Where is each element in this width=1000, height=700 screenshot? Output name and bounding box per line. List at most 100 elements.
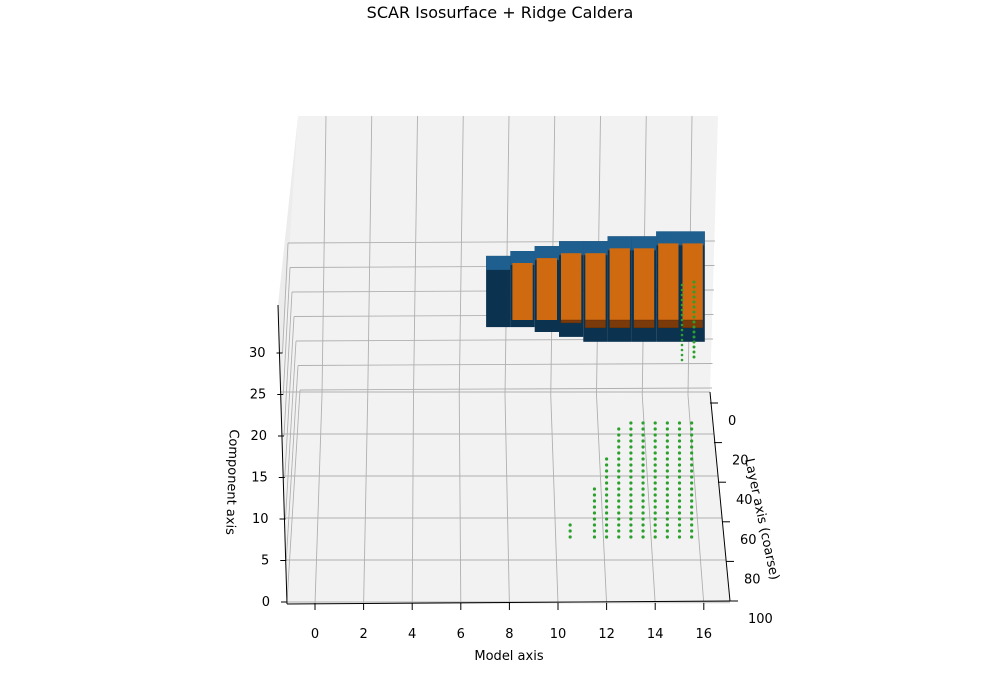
ridge-point <box>665 463 669 467</box>
ridge-point <box>617 469 621 473</box>
ridge-point <box>690 427 694 431</box>
ridge-point <box>665 445 669 449</box>
ridge-point <box>605 469 609 473</box>
ridge-point <box>653 463 657 467</box>
ridge-point <box>653 517 657 521</box>
ridge-point <box>692 320 696 324</box>
ridge-point <box>629 523 633 527</box>
ridge-point <box>653 481 657 485</box>
back-gridline-x <box>321 115 327 396</box>
ridge-point <box>568 535 572 539</box>
voxel-column-orange-top <box>536 258 557 320</box>
ridge-point <box>690 463 694 467</box>
y-axis-line <box>709 391 731 602</box>
ridge-point <box>653 499 657 503</box>
ridge-point <box>677 433 682 437</box>
ridge-point <box>677 535 682 539</box>
x-tick-label: 0 <box>311 627 319 642</box>
ridge-point <box>665 505 669 509</box>
ridge-point <box>605 535 609 539</box>
ridge-point <box>665 499 669 503</box>
ridge-point <box>592 523 597 527</box>
left-gridline-z <box>284 316 295 478</box>
y-tick-label: 0 <box>728 414 736 429</box>
ridge-point <box>665 427 669 431</box>
ridge-point <box>680 338 684 342</box>
z-tick-label: 5 <box>261 554 269 569</box>
voxel-column-top <box>631 236 657 251</box>
ridge-point <box>653 457 657 461</box>
ridge-point <box>665 529 669 533</box>
ridge-point <box>629 451 633 455</box>
ridge-point <box>665 475 669 479</box>
ridge-point <box>617 445 621 449</box>
y-tick-label: 40 <box>736 493 753 508</box>
ridge-point <box>653 421 657 425</box>
voxel-column-front <box>633 319 655 329</box>
ridge-point <box>692 285 696 289</box>
ridge-point <box>617 535 621 539</box>
axes <box>276 304 738 610</box>
ridge-point <box>605 529 609 533</box>
ridge-point <box>653 439 657 443</box>
ridge-point <box>629 457 633 461</box>
voxel-column-orange-top <box>561 253 582 320</box>
ridge-point <box>680 308 684 312</box>
ridge-point <box>592 529 597 533</box>
ridge-point <box>677 487 682 491</box>
ridge-point <box>617 511 621 515</box>
ridge-point <box>617 529 621 533</box>
back-gridline-x <box>458 115 464 396</box>
voxel-column-front <box>658 319 679 329</box>
ridge-point <box>665 487 669 491</box>
ridge-point <box>680 353 684 357</box>
ridge-point <box>665 451 669 455</box>
ridge-point <box>692 330 696 334</box>
pane-group <box>278 116 730 604</box>
ridge-point <box>680 293 684 297</box>
back-gridline-x <box>367 115 373 396</box>
ridge-point <box>592 505 597 509</box>
ridge-point <box>641 535 645 539</box>
ridge-point <box>653 511 657 515</box>
ridge-point <box>605 475 609 479</box>
ridge-point <box>605 457 609 461</box>
ridge-point <box>653 523 657 527</box>
ridge-point <box>605 481 609 485</box>
ridge-point <box>641 523 645 527</box>
ridge-point <box>629 475 633 479</box>
ridge-point <box>690 529 694 533</box>
ridge-point <box>677 451 682 455</box>
ridge-point <box>677 517 682 521</box>
ridge-point <box>629 487 633 491</box>
ridge-point <box>690 445 694 449</box>
z-tick-label: 0 <box>262 595 270 610</box>
ridge-point <box>677 511 682 515</box>
ridge-point <box>692 280 696 284</box>
ridge-point <box>677 445 682 449</box>
ridge-point <box>629 427 633 431</box>
left-gridline-z <box>283 291 293 437</box>
ridge-point <box>692 345 696 349</box>
ridge-point <box>629 505 633 509</box>
ridge-point <box>677 427 682 431</box>
ridge-point <box>641 529 645 533</box>
left-gridline-z <box>282 267 291 395</box>
ridge-point <box>617 517 621 521</box>
ridge-point <box>605 517 609 521</box>
floor-gridline-x <box>314 394 323 605</box>
ridge-point <box>690 421 694 425</box>
x-tick-label: 4 <box>408 627 416 642</box>
ridge-point <box>692 340 696 344</box>
ridge-point <box>665 439 669 443</box>
ridge-point <box>653 451 657 455</box>
back-gridline-x <box>413 115 418 396</box>
ridge-point <box>680 318 684 322</box>
ridge-point <box>680 358 684 362</box>
ridge-point <box>665 523 669 527</box>
ridge-point <box>680 333 684 337</box>
ridge-point <box>677 523 682 527</box>
x-tick-label: 6 <box>457 627 465 642</box>
ridge-point <box>617 457 621 461</box>
ridge-point <box>617 475 621 479</box>
